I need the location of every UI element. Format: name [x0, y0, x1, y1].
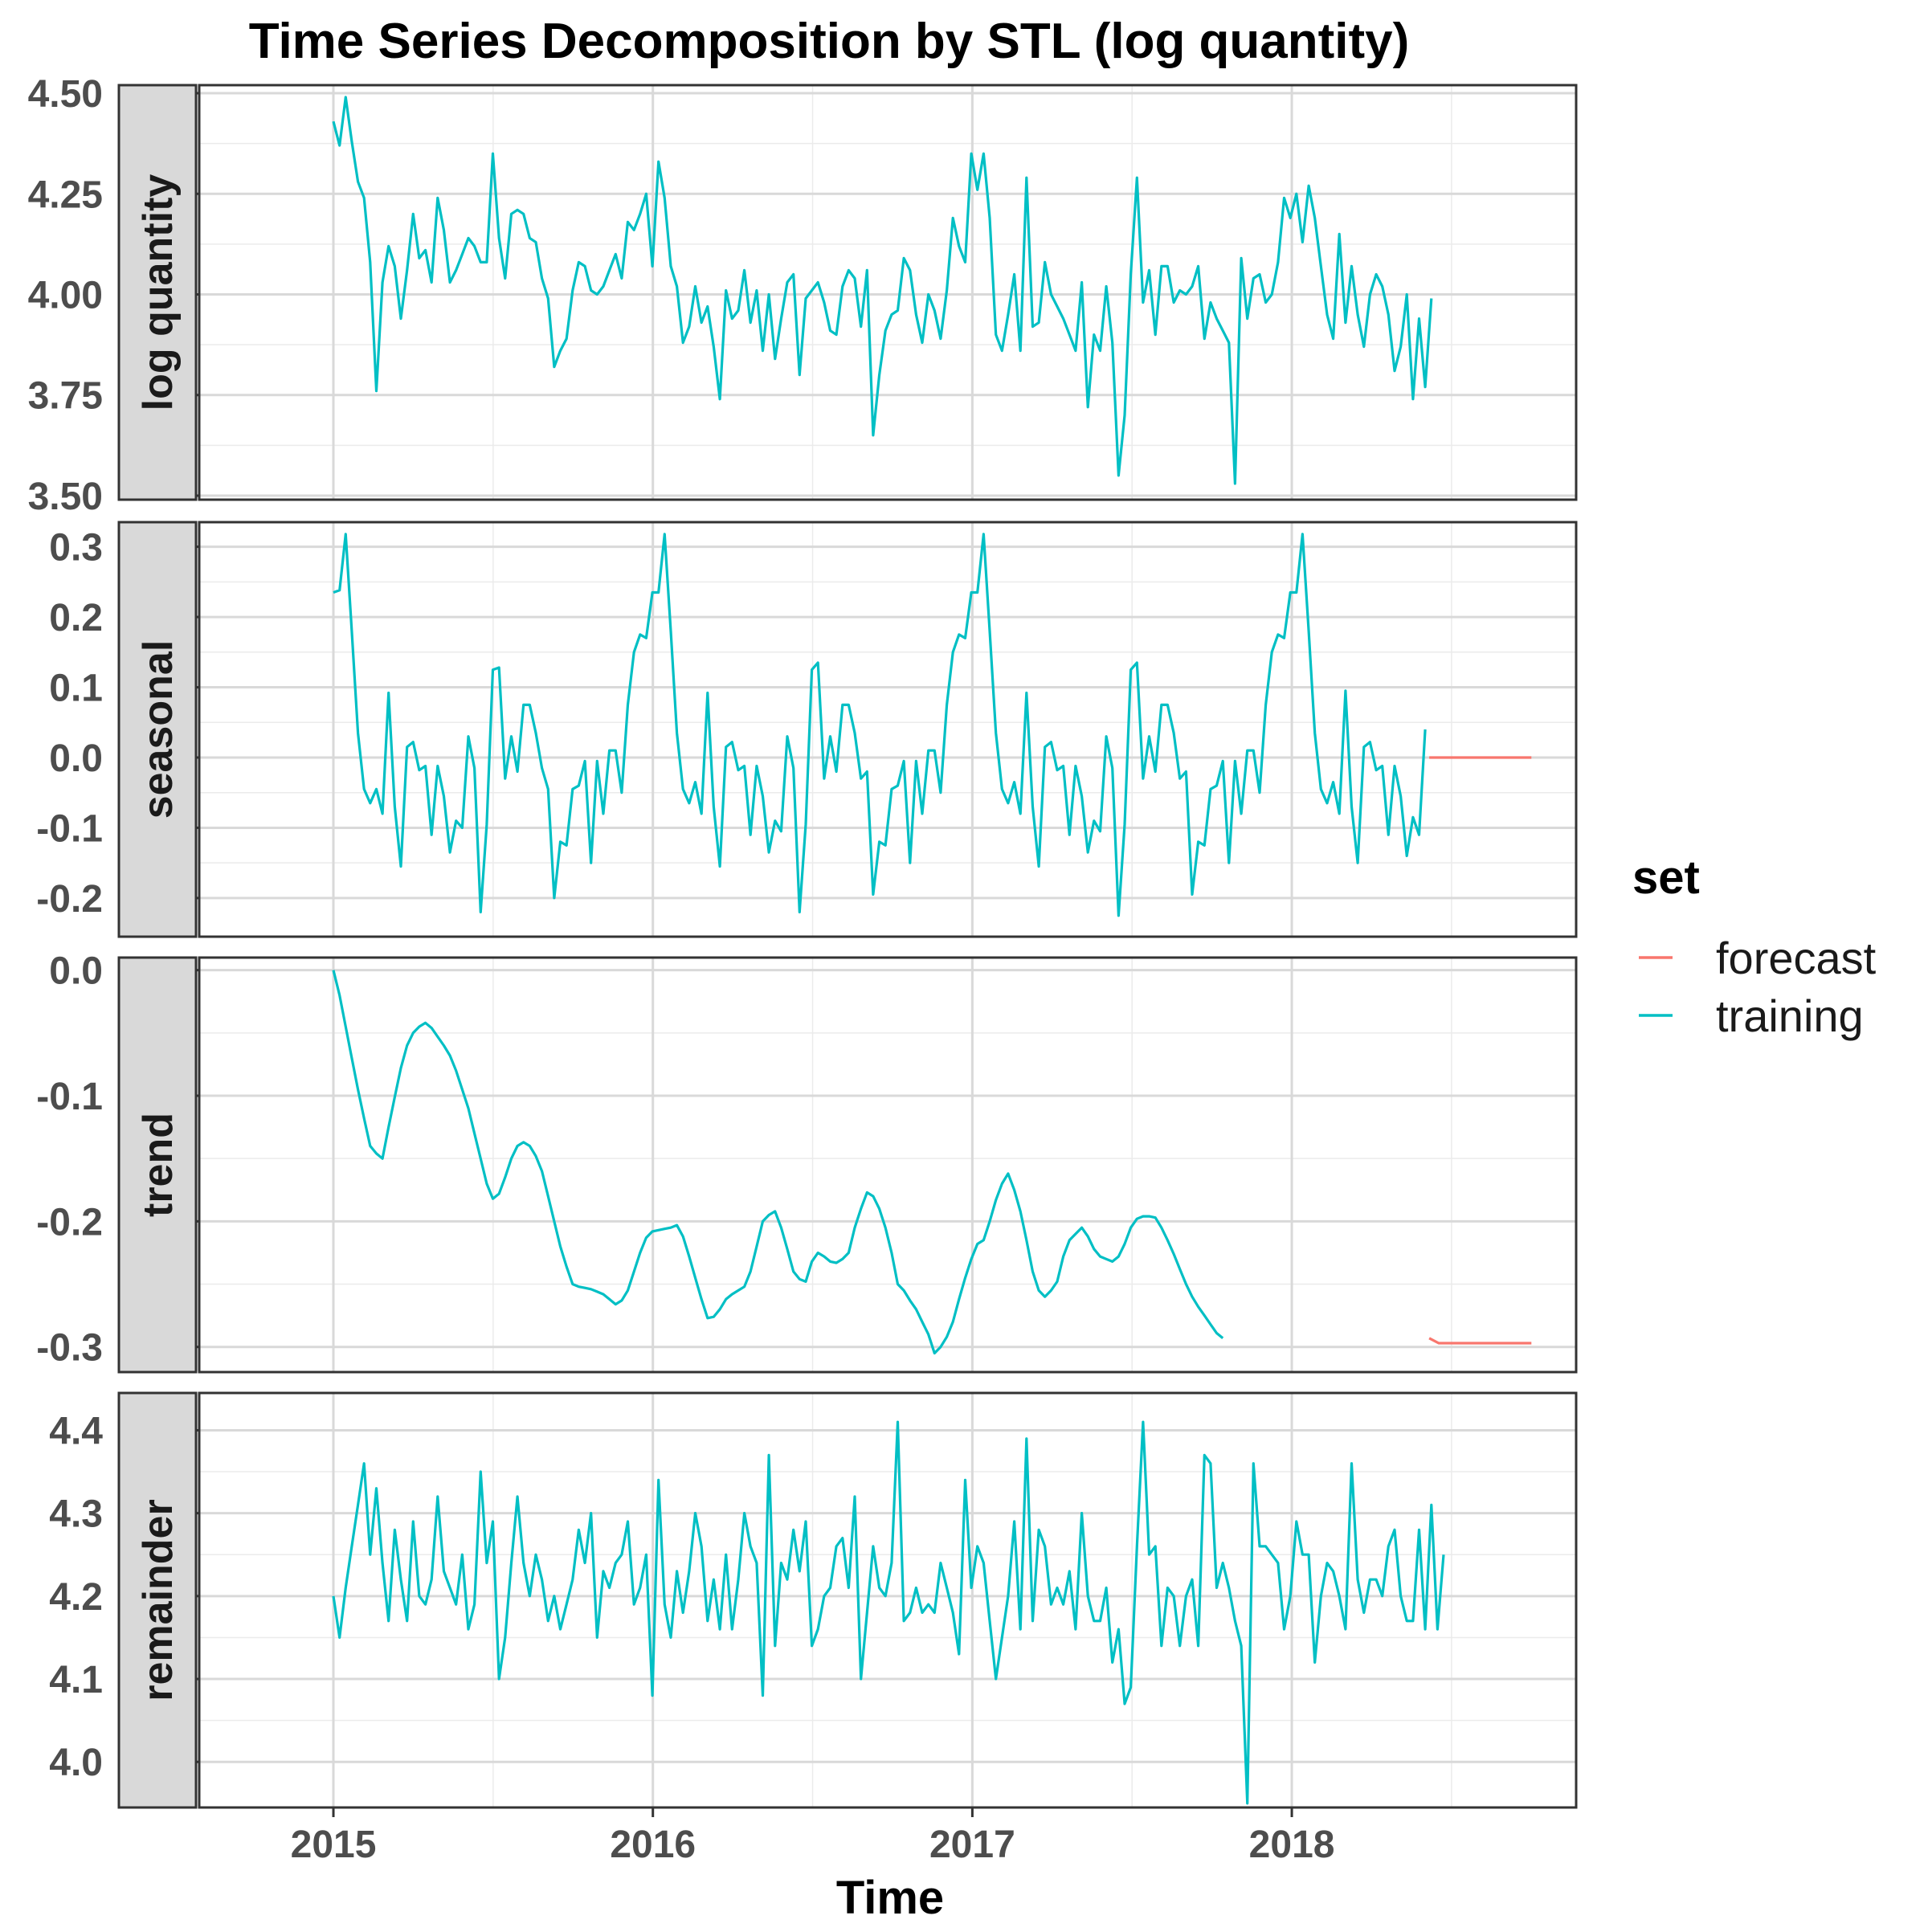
- panel-log-quantity: 3.50 3.75 4.00 4.25 4.50 log quantity: [28, 73, 1578, 518]
- y-tick-label: 0.1: [49, 668, 103, 710]
- y-tick-label: 4.3: [49, 1493, 103, 1536]
- legend-title: set: [1632, 852, 1700, 904]
- facet-strip-label: seasonal: [135, 640, 182, 819]
- series-training-line: [332, 970, 1224, 1355]
- facet-strip-label: log quantity: [135, 174, 182, 411]
- y-tick-label: -0.1: [36, 1076, 103, 1118]
- facet-strip: [117, 956, 198, 1374]
- x-axis-title: Time: [836, 1872, 944, 1924]
- y-tick-label: 0.3: [49, 527, 103, 570]
- y-tick-label: 4.25: [28, 174, 103, 216]
- y-tick-label: 3.75: [28, 375, 103, 418]
- legend: set forecast training: [1632, 852, 1877, 1041]
- panel-trend: -0.3 -0.2 -0.1 0.0 trend: [36, 950, 1578, 1374]
- y-tick-label: 4.0: [49, 1742, 103, 1784]
- y-tick-label: -0.2: [36, 878, 103, 921]
- y-tick-label: 0.2: [49, 597, 103, 639]
- y-tick-label: 0.0: [49, 950, 103, 993]
- facet-strip: [117, 84, 198, 501]
- panel-background: [199, 958, 1576, 1372]
- facet-strip: [117, 1391, 198, 1809]
- panels-layer: 3.50 3.75 4.00 4.25 4.50 log quantity -0.2 -0.1…: [28, 73, 1578, 1809]
- panel-background: [199, 522, 1576, 937]
- series-training-line: [332, 96, 1433, 485]
- panel-border: [198, 956, 1578, 1374]
- panel-seasonal: -0.2 -0.1 0.0 0.1 0.2 0.3 seasonal: [36, 521, 1578, 938]
- y-tick-label: 4.1: [49, 1659, 103, 1701]
- y-tick-label: -0.2: [36, 1201, 103, 1244]
- legend-label-training: training: [1716, 991, 1864, 1041]
- x-tick-label: 2015: [291, 1824, 377, 1866]
- panel-border: [198, 521, 1578, 938]
- x-tick-label: 2018: [1249, 1824, 1335, 1866]
- series-forecast-line: [1428, 1337, 1532, 1345]
- panel-background: [199, 1393, 1576, 1807]
- panel-border: [198, 84, 1578, 501]
- facet-strip-label: trend: [135, 1113, 182, 1217]
- x-axis: 2015 2016 2017 2018: [291, 1807, 1335, 1866]
- series-training-line: [332, 1420, 1445, 1805]
- x-tick-label: 2017: [929, 1824, 1015, 1866]
- facet-strip: [117, 521, 198, 938]
- panel-border: [198, 1391, 1578, 1809]
- y-tick-label: 4.4: [49, 1410, 103, 1452]
- panel-remainder: 4.0 4.1 4.2 4.3 4.4 remainder: [49, 1391, 1578, 1809]
- y-tick-label: 4.00: [28, 275, 103, 317]
- y-tick-label: 0.0: [49, 737, 103, 780]
- chart-title: Time Series Decomposition by STL (log qu…: [249, 14, 1410, 69]
- series-training-line: [333, 533, 1427, 917]
- x-tick-label: 2016: [610, 1824, 696, 1866]
- legend-label-forecast: forecast: [1716, 933, 1877, 983]
- y-tick-label: -0.1: [36, 807, 103, 850]
- facet-strip-label: remainder: [135, 1499, 182, 1701]
- panel-background: [199, 85, 1576, 500]
- y-tick-label: 4.50: [28, 73, 103, 116]
- y-tick-label: 4.2: [49, 1576, 103, 1619]
- y-tick-label: 3.50: [28, 476, 103, 518]
- y-tick-label: -0.3: [36, 1327, 103, 1370]
